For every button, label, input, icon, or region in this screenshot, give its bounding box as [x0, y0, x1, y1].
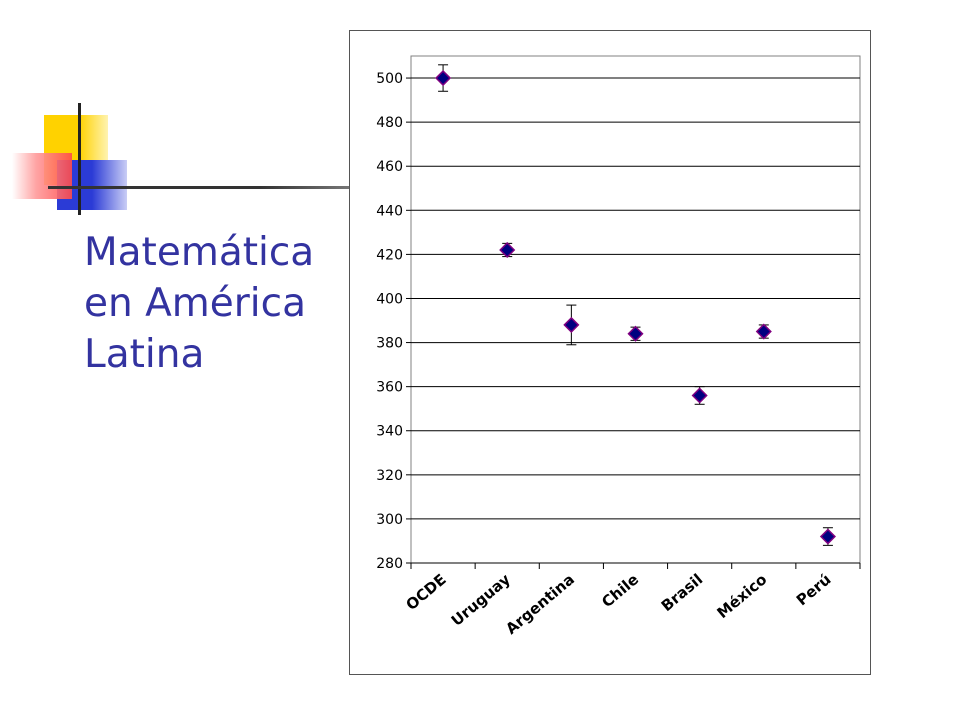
- data-point-marker: [563, 316, 580, 333]
- y-tick-label: 460: [376, 159, 403, 175]
- x-category-label: Brasil: [658, 570, 706, 615]
- data-point-marker: [755, 323, 772, 340]
- y-tick-label: 300: [376, 512, 403, 528]
- y-tick-label: 280: [376, 556, 403, 572]
- data-point-marker: [435, 69, 452, 87]
- y-tick-label: 440: [376, 203, 403, 219]
- x-category-label: Argentina: [502, 570, 578, 638]
- y-tick-label: 420: [376, 247, 403, 263]
- data-point-marker: [627, 325, 644, 342]
- y-tick-label: 360: [376, 380, 403, 396]
- x-category-label: OCDE: [402, 570, 449, 614]
- chart: 280 300 320 340 360 380 400 420 440 460 480 500 OCDE…: [376, 55, 861, 638]
- y-tick-label: 380: [376, 336, 403, 352]
- y-tick-label: 320: [376, 468, 403, 484]
- decor-horizontal-line: [48, 186, 350, 189]
- y-tick-label: 500: [376, 71, 403, 87]
- x-category-label: México: [713, 570, 770, 622]
- y-tick-label: 400: [376, 291, 403, 307]
- decor-vertical-line: [78, 103, 81, 215]
- x-category-label: Perú: [793, 570, 835, 609]
- data-point-marker: [691, 387, 708, 404]
- y-tick-label: 340: [376, 424, 403, 440]
- data-point-marker: [819, 528, 836, 545]
- x-category-label: Uruguay: [448, 570, 514, 630]
- x-category-label: Chile: [598, 570, 642, 611]
- slide-title: Matemática en América Latina: [84, 230, 315, 377]
- decor-red-square: [12, 153, 72, 199]
- plot-area: [410, 55, 861, 564]
- y-tick-label: 480: [376, 115, 403, 131]
- data-point-marker: [499, 241, 516, 259]
- chart-frame: 280 300 320 340 360 380 400 420 440 460 480 500 OCDE…: [349, 30, 871, 675]
- decor-horizontal-line-fade: [260, 186, 350, 189]
